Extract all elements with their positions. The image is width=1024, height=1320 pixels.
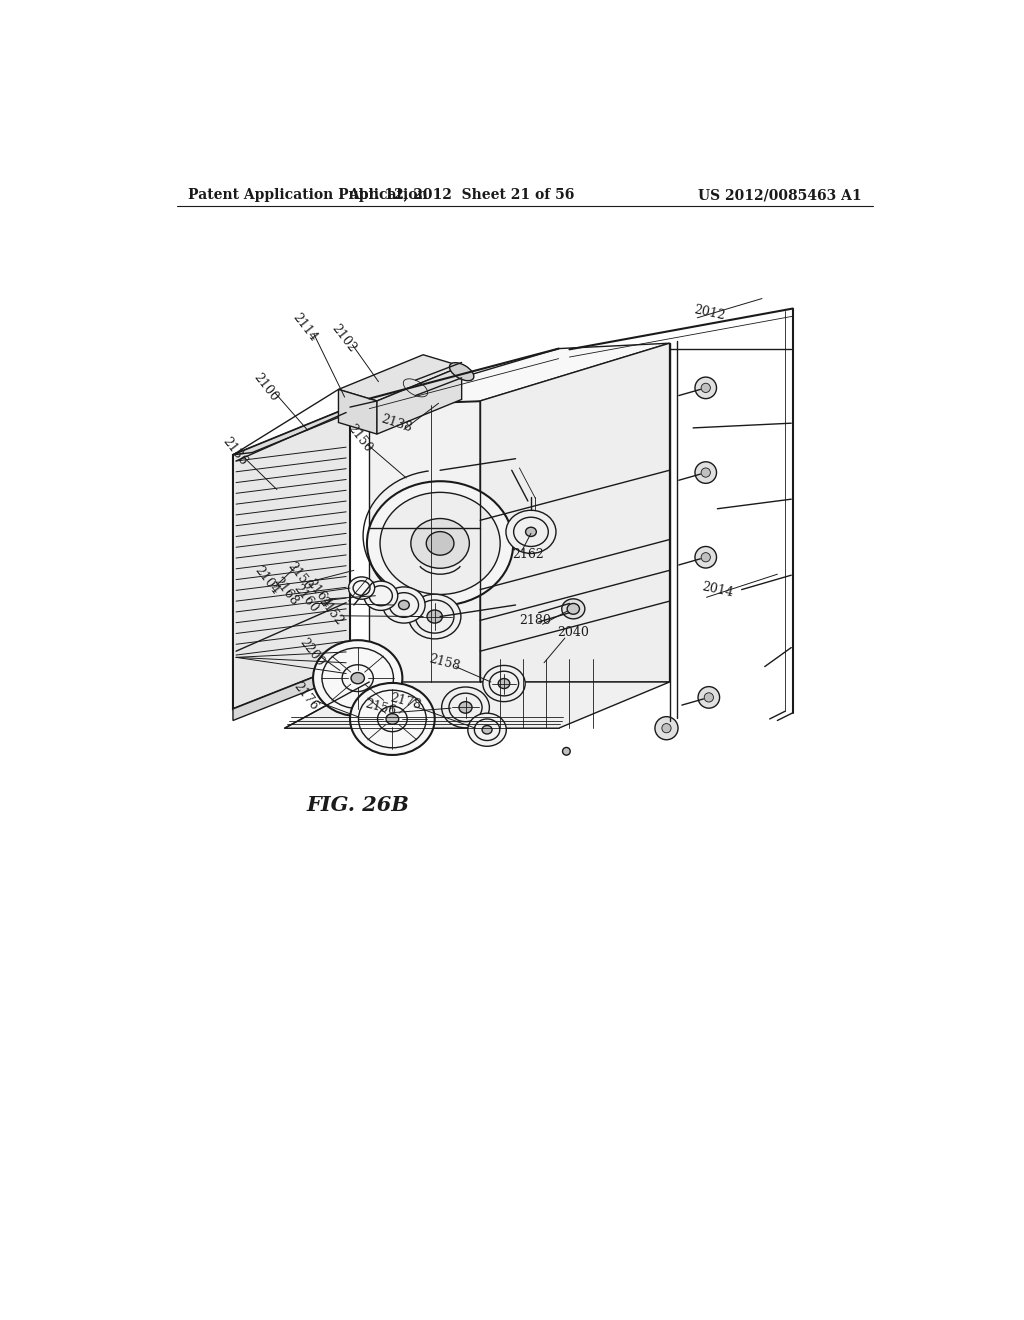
Circle shape xyxy=(695,378,717,399)
Circle shape xyxy=(698,686,720,708)
Ellipse shape xyxy=(348,577,375,599)
Text: Patent Application Publication: Patent Application Publication xyxy=(188,189,428,202)
Text: 2012: 2012 xyxy=(692,302,726,322)
Circle shape xyxy=(701,383,711,392)
Polygon shape xyxy=(370,343,670,405)
Circle shape xyxy=(705,693,714,702)
Ellipse shape xyxy=(350,682,435,755)
Polygon shape xyxy=(370,401,480,682)
Text: 2040: 2040 xyxy=(557,626,589,639)
Ellipse shape xyxy=(367,482,513,606)
Ellipse shape xyxy=(380,492,500,594)
Text: 2104: 2104 xyxy=(252,564,282,597)
Polygon shape xyxy=(233,405,370,455)
Ellipse shape xyxy=(468,713,506,746)
Ellipse shape xyxy=(482,726,493,734)
Text: 2176: 2176 xyxy=(291,680,321,713)
Text: 2138: 2138 xyxy=(379,412,414,434)
Text: 2102: 2102 xyxy=(329,322,358,355)
Ellipse shape xyxy=(383,587,425,623)
Polygon shape xyxy=(233,407,350,709)
Circle shape xyxy=(695,462,717,483)
Ellipse shape xyxy=(313,640,402,717)
Text: 2164: 2164 xyxy=(304,577,334,610)
Ellipse shape xyxy=(506,511,556,553)
Polygon shape xyxy=(377,367,462,434)
Text: 2150: 2150 xyxy=(344,422,374,455)
Ellipse shape xyxy=(411,519,469,569)
Polygon shape xyxy=(339,389,377,434)
Ellipse shape xyxy=(562,599,585,619)
Text: 2156: 2156 xyxy=(364,698,398,718)
Ellipse shape xyxy=(483,665,525,702)
Polygon shape xyxy=(480,343,670,682)
Text: 2162: 2162 xyxy=(512,548,544,561)
Text: 2150: 2150 xyxy=(285,560,314,593)
Ellipse shape xyxy=(567,603,580,614)
Text: 2180: 2180 xyxy=(519,614,551,627)
Text: 2168: 2168 xyxy=(271,574,301,607)
Text: 2114: 2114 xyxy=(290,312,319,345)
Ellipse shape xyxy=(351,673,365,684)
Circle shape xyxy=(695,546,717,568)
Text: 2178: 2178 xyxy=(388,692,423,713)
Ellipse shape xyxy=(426,532,454,556)
Polygon shape xyxy=(339,355,462,401)
Circle shape xyxy=(655,717,678,739)
Ellipse shape xyxy=(459,702,472,713)
Circle shape xyxy=(701,553,711,562)
Text: 2200: 2200 xyxy=(297,635,327,668)
Text: 2100: 2100 xyxy=(251,371,281,404)
Polygon shape xyxy=(233,663,350,721)
Circle shape xyxy=(662,723,671,733)
Text: FIG. 26B: FIG. 26B xyxy=(306,795,409,816)
Polygon shape xyxy=(285,682,670,729)
Ellipse shape xyxy=(427,610,442,623)
Circle shape xyxy=(562,747,570,755)
Ellipse shape xyxy=(364,581,397,610)
Text: 2158: 2158 xyxy=(428,652,462,673)
Ellipse shape xyxy=(409,594,461,639)
Ellipse shape xyxy=(398,601,410,610)
Text: 2152: 2152 xyxy=(315,595,346,627)
Ellipse shape xyxy=(450,363,474,380)
Ellipse shape xyxy=(386,714,398,725)
Text: US 2012/0085463 A1: US 2012/0085463 A1 xyxy=(698,189,862,202)
Text: 2136: 2136 xyxy=(219,434,250,467)
Ellipse shape xyxy=(525,527,537,536)
Ellipse shape xyxy=(499,678,510,689)
Ellipse shape xyxy=(441,686,489,727)
Text: Apr. 12, 2012  Sheet 21 of 56: Apr. 12, 2012 Sheet 21 of 56 xyxy=(348,189,574,202)
Circle shape xyxy=(701,469,711,478)
Text: 2014: 2014 xyxy=(700,579,734,599)
Text: 2160: 2160 xyxy=(291,582,322,615)
